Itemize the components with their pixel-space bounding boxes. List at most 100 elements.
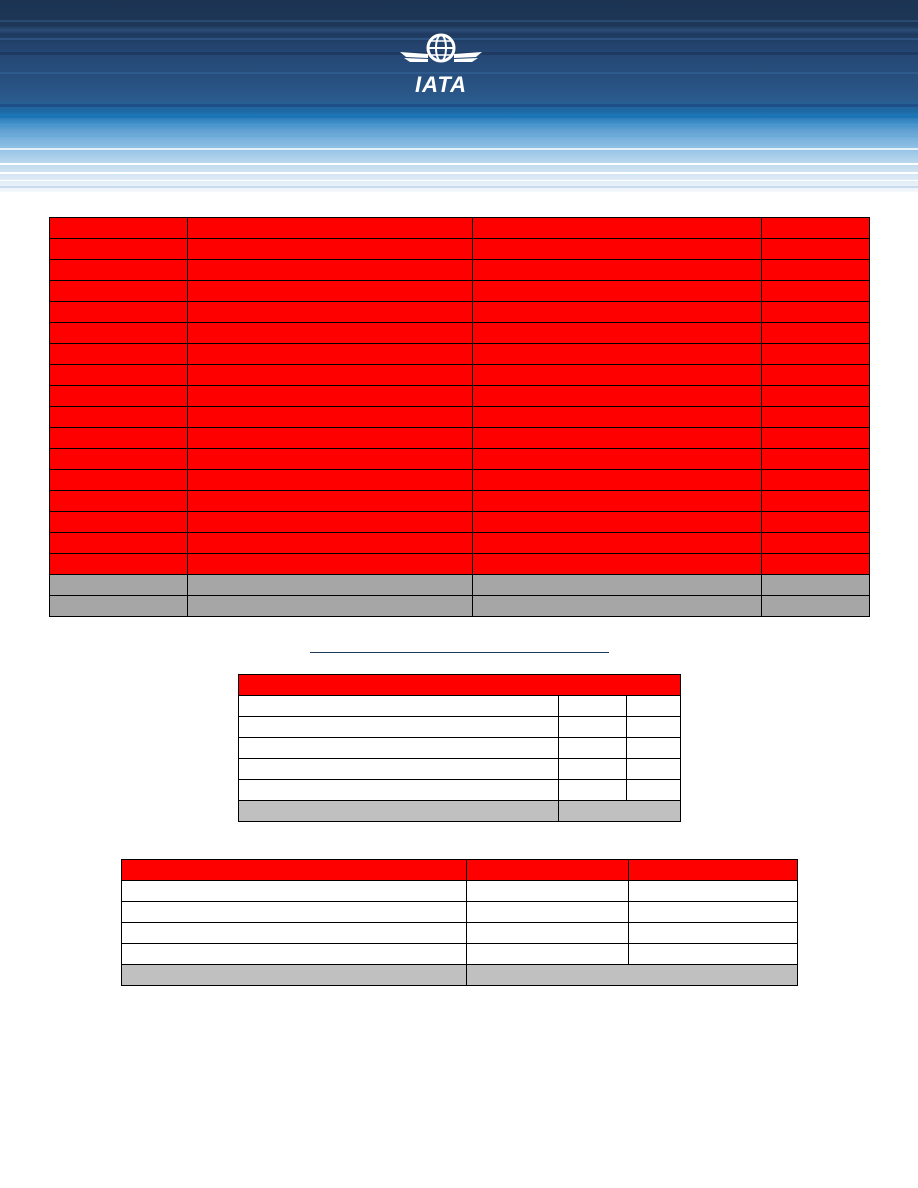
table-cell <box>121 901 467 923</box>
table-cell <box>761 511 870 533</box>
table-cell <box>238 716 559 738</box>
summary-row <box>238 716 682 738</box>
header-stripe <box>0 20 918 22</box>
table-row <box>49 280 870 302</box>
table-cell <box>625 716 682 738</box>
table-cell <box>466 922 629 944</box>
table-cell <box>187 595 473 617</box>
table-cell <box>49 595 188 617</box>
summary-table <box>237 674 682 822</box>
table-row <box>49 511 870 533</box>
table-cell <box>761 448 870 470</box>
hyperlink-underline[interactable] <box>310 652 609 653</box>
table-cell <box>761 217 870 239</box>
table-cell <box>238 737 559 759</box>
table-cell <box>472 259 762 281</box>
table-cell <box>49 217 188 239</box>
table-cell <box>121 859 467 881</box>
table-cell <box>472 238 762 260</box>
table-cell <box>49 511 188 533</box>
table-cell <box>187 301 473 323</box>
table-cell <box>472 595 762 617</box>
table-cell <box>472 322 762 344</box>
table-cell <box>49 574 188 596</box>
lower-row <box>121 922 798 944</box>
table-cell <box>187 511 473 533</box>
summary-row <box>238 737 682 759</box>
table-cell <box>558 737 627 759</box>
summary-total-row <box>238 800 682 822</box>
table-cell <box>761 343 870 365</box>
table-cell <box>628 922 798 944</box>
table-cell <box>49 343 188 365</box>
table-row <box>49 322 870 344</box>
table-cell <box>761 532 870 554</box>
lower-total-row <box>121 964 798 986</box>
table-cell <box>628 859 798 881</box>
table-cell <box>466 943 629 965</box>
table-cell <box>472 553 762 575</box>
table-cell <box>49 364 188 386</box>
header-stripe <box>0 172 918 174</box>
table-cell <box>558 758 627 780</box>
table-cell <box>187 406 473 428</box>
table-cell <box>49 490 188 512</box>
header-stripe <box>0 38 918 40</box>
lower-row <box>121 943 798 965</box>
table-row <box>49 364 870 386</box>
table-cell <box>49 385 188 407</box>
table-cell <box>472 406 762 428</box>
table-cell <box>472 532 762 554</box>
table-cell <box>472 490 762 512</box>
table-row <box>49 259 870 281</box>
lower-header-row <box>121 859 798 881</box>
header-stripe <box>0 134 918 137</box>
header-stripe <box>0 124 918 127</box>
table-cell <box>187 490 473 512</box>
table-cell <box>761 490 870 512</box>
table-row <box>49 427 870 449</box>
header-stripe <box>0 163 918 165</box>
table-cell <box>628 880 798 902</box>
table-cell <box>628 943 798 965</box>
table-cell <box>187 448 473 470</box>
table-cell <box>466 880 629 902</box>
table-cell <box>121 964 467 986</box>
summary-header-cell <box>237 674 682 696</box>
logo-wordmark: IATA <box>414 72 468 97</box>
table-cell <box>49 259 188 281</box>
summary-header-row <box>237 674 682 696</box>
table-cell <box>761 595 870 617</box>
table-cell <box>761 574 870 596</box>
header-banner: IATA <box>0 0 918 192</box>
header-stripe <box>0 104 918 107</box>
iata-logo: IATA <box>398 32 484 97</box>
table-cell <box>49 553 188 575</box>
table-cell <box>466 964 798 986</box>
table-cell <box>472 427 762 449</box>
table-cell <box>121 943 467 965</box>
table-cell <box>187 553 473 575</box>
table-cell <box>466 859 629 881</box>
table-cell <box>472 511 762 533</box>
table-cell <box>187 343 473 365</box>
table-cell <box>472 574 762 596</box>
table-row <box>49 532 870 554</box>
table-cell <box>761 406 870 428</box>
table-cell <box>121 922 467 944</box>
table-row <box>49 469 870 491</box>
table-cell <box>558 716 627 738</box>
table-cell <box>49 427 188 449</box>
table-cell <box>187 574 473 596</box>
table-row <box>49 490 870 512</box>
table-cell <box>761 553 870 575</box>
table-cell <box>558 779 627 801</box>
table-cell <box>187 364 473 386</box>
lower-row <box>121 880 798 902</box>
table-row <box>49 238 870 260</box>
table-cell <box>187 217 473 239</box>
table-cell <box>625 737 682 759</box>
table-cell <box>472 385 762 407</box>
table-cell <box>761 259 870 281</box>
table-row <box>49 343 870 365</box>
